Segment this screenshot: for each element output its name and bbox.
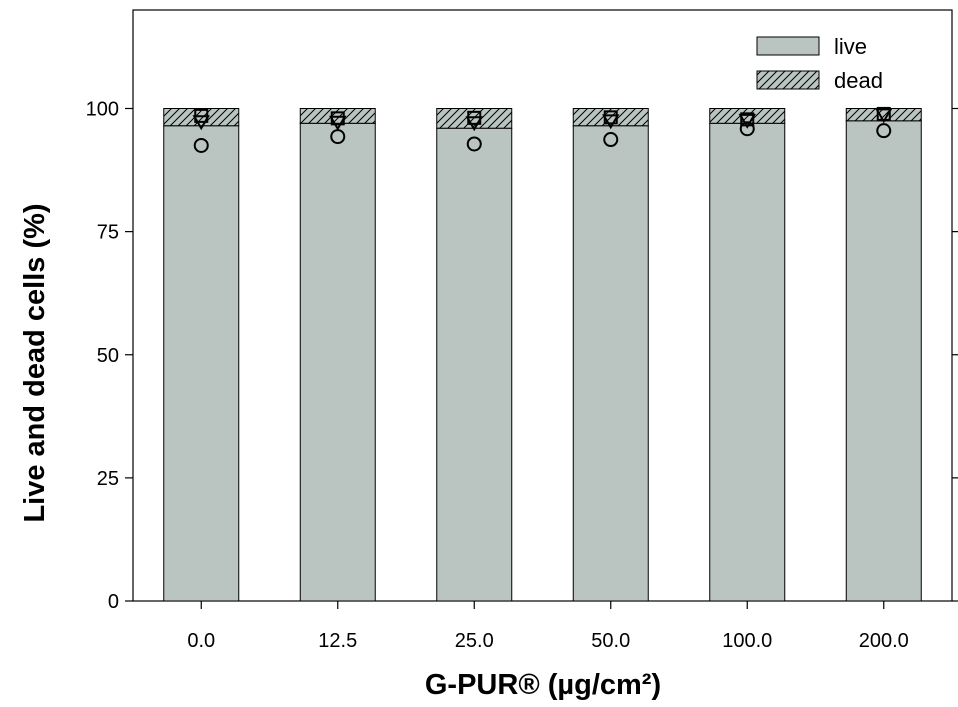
bars (163, 108, 922, 602)
bar-live (572, 125, 649, 602)
bar-live (299, 122, 376, 602)
legend-swatch-dead (756, 70, 820, 90)
y-tick-label: 0 (108, 591, 119, 613)
marker-square (740, 112, 755, 127)
marker-square (603, 110, 618, 125)
bar-live (163, 125, 240, 602)
y-axis-title: Live and dead cells (%) (19, 203, 51, 522)
legend: live dead (756, 34, 883, 93)
marker-triangle (602, 114, 620, 130)
plot-frame (132, 9, 953, 602)
marker-square (194, 108, 209, 123)
y-tick-label: 75 (97, 222, 119, 244)
marker-square (330, 111, 345, 126)
marker-circle (193, 137, 209, 153)
y-tick-label: 100 (86, 99, 119, 121)
y-axis: 0 25 50 75 100 (86, 99, 958, 613)
marker-circle (603, 132, 619, 148)
y-tick-label: 50 (97, 345, 119, 367)
bar-live (709, 122, 786, 602)
marker-triangle (329, 115, 347, 131)
x-tick-label: 25.0 (455, 630, 494, 652)
legend-label-live: live (834, 34, 867, 59)
y-tick-label: 25 (97, 468, 119, 490)
marker-square (467, 110, 482, 125)
marker-circle (876, 123, 892, 139)
bar-live (436, 127, 513, 602)
legend-label-dead: dead (834, 68, 883, 93)
x-tick-label: 200.0 (859, 630, 909, 652)
marker-square (876, 106, 891, 121)
x-tick-label: 100.0 (722, 630, 772, 652)
x-tick-label: 50.0 (591, 630, 630, 652)
marker-circle (739, 121, 755, 137)
marker-circle (466, 136, 482, 152)
bar-live (845, 120, 922, 602)
marker-triangle (738, 113, 756, 129)
x-axis: 0.0 12.5 25.0 50.0 100.0 200.0 (187, 601, 909, 652)
x-tick-label: 12.5 (318, 630, 357, 652)
legend-swatch-live (756, 36, 820, 56)
marker-triangle (875, 108, 893, 124)
bar-dead (709, 108, 786, 124)
plot-area (132, 9, 953, 602)
markers (192, 106, 893, 153)
x-tick-label: 0.0 (187, 630, 215, 652)
x-axis-title: G-PUR® (µg/cm²) (425, 669, 661, 701)
